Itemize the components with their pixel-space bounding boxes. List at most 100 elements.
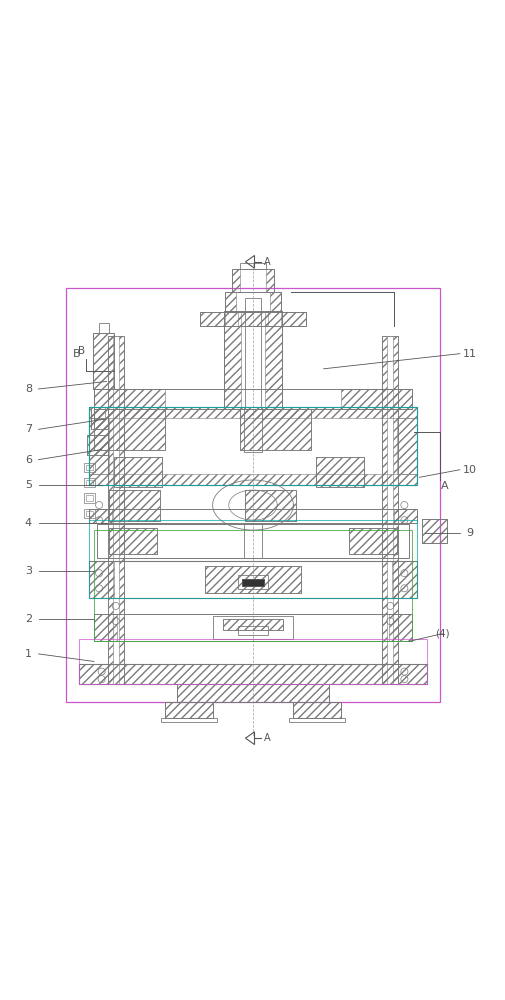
Bar — [79, 664, 426, 684]
Bar — [231, 269, 239, 292]
Text: 3: 3 — [25, 566, 32, 576]
Text: (4): (4) — [434, 629, 448, 639]
Text: 1: 1 — [25, 649, 32, 659]
Text: A: A — [440, 481, 448, 491]
Bar — [114, 457, 162, 487]
Bar — [90, 407, 108, 429]
Bar — [92, 333, 114, 389]
Bar — [84, 478, 95, 487]
Bar — [94, 614, 117, 641]
Bar — [89, 561, 114, 598]
Bar — [86, 465, 92, 470]
Bar — [94, 530, 411, 641]
Bar — [396, 418, 416, 474]
Bar — [237, 312, 268, 326]
Bar — [421, 519, 446, 543]
Bar — [94, 614, 411, 641]
Bar — [86, 495, 92, 501]
Text: 7: 7 — [25, 424, 32, 434]
Bar — [89, 407, 416, 418]
Text: B: B — [72, 349, 80, 359]
Bar — [86, 511, 92, 516]
Bar — [79, 639, 426, 684]
Text: 5: 5 — [25, 480, 32, 490]
Bar — [89, 509, 416, 523]
Bar — [94, 407, 105, 419]
Bar — [89, 418, 109, 474]
Bar — [224, 311, 281, 409]
Bar — [177, 684, 328, 702]
Bar — [79, 664, 426, 684]
Text: 2: 2 — [25, 614, 32, 624]
Bar — [243, 407, 262, 452]
Bar — [222, 619, 283, 630]
Bar — [205, 566, 300, 593]
Bar — [391, 561, 416, 598]
Text: 8: 8 — [25, 384, 32, 394]
Bar — [94, 409, 164, 450]
Bar — [348, 528, 396, 554]
Bar — [164, 702, 212, 718]
Bar — [89, 407, 416, 485]
Bar — [205, 566, 300, 593]
Bar — [231, 269, 274, 292]
Text: 11: 11 — [462, 349, 476, 359]
Bar — [199, 312, 306, 326]
Bar — [381, 336, 397, 684]
Bar — [89, 407, 416, 485]
Text: 6: 6 — [25, 455, 32, 465]
Bar — [341, 389, 411, 409]
Bar — [293, 702, 341, 718]
Bar — [98, 323, 109, 333]
Bar — [240, 263, 265, 269]
Bar — [245, 490, 295, 521]
Bar — [84, 493, 95, 503]
Bar — [94, 409, 164, 450]
Bar — [89, 474, 416, 485]
Bar — [199, 312, 225, 326]
Bar — [108, 336, 113, 684]
Bar — [89, 509, 112, 523]
Bar — [240, 409, 311, 450]
Bar — [245, 490, 295, 521]
Bar — [94, 389, 164, 409]
Bar — [161, 718, 216, 722]
Bar — [94, 389, 411, 409]
Bar — [212, 616, 293, 639]
Bar — [280, 312, 306, 326]
Bar — [269, 292, 280, 312]
Bar — [90, 407, 108, 429]
Bar — [222, 619, 283, 630]
Bar — [89, 561, 416, 598]
Bar — [293, 702, 341, 718]
Bar — [237, 575, 268, 589]
Bar — [264, 311, 281, 409]
Bar — [108, 336, 124, 684]
Bar — [119, 336, 124, 684]
Bar — [66, 288, 439, 702]
Bar — [348, 528, 396, 554]
Text: 10: 10 — [462, 465, 476, 475]
Bar — [84, 509, 95, 518]
Bar — [84, 463, 95, 472]
Bar — [114, 457, 162, 487]
Bar — [245, 298, 260, 409]
Bar — [392, 336, 397, 684]
Bar — [316, 457, 363, 487]
Bar — [266, 269, 274, 292]
Bar — [109, 528, 157, 554]
Bar — [87, 435, 108, 455]
Bar — [109, 490, 160, 521]
Text: A: A — [264, 733, 270, 743]
Bar — [92, 333, 114, 389]
Bar — [316, 457, 363, 487]
Bar — [87, 435, 108, 455]
Bar — [225, 292, 236, 312]
Bar — [225, 292, 280, 312]
Bar — [89, 520, 416, 598]
Bar — [241, 579, 264, 586]
Bar — [240, 409, 311, 450]
Bar — [421, 519, 446, 543]
Text: B: B — [78, 346, 85, 356]
Bar — [289, 718, 344, 722]
